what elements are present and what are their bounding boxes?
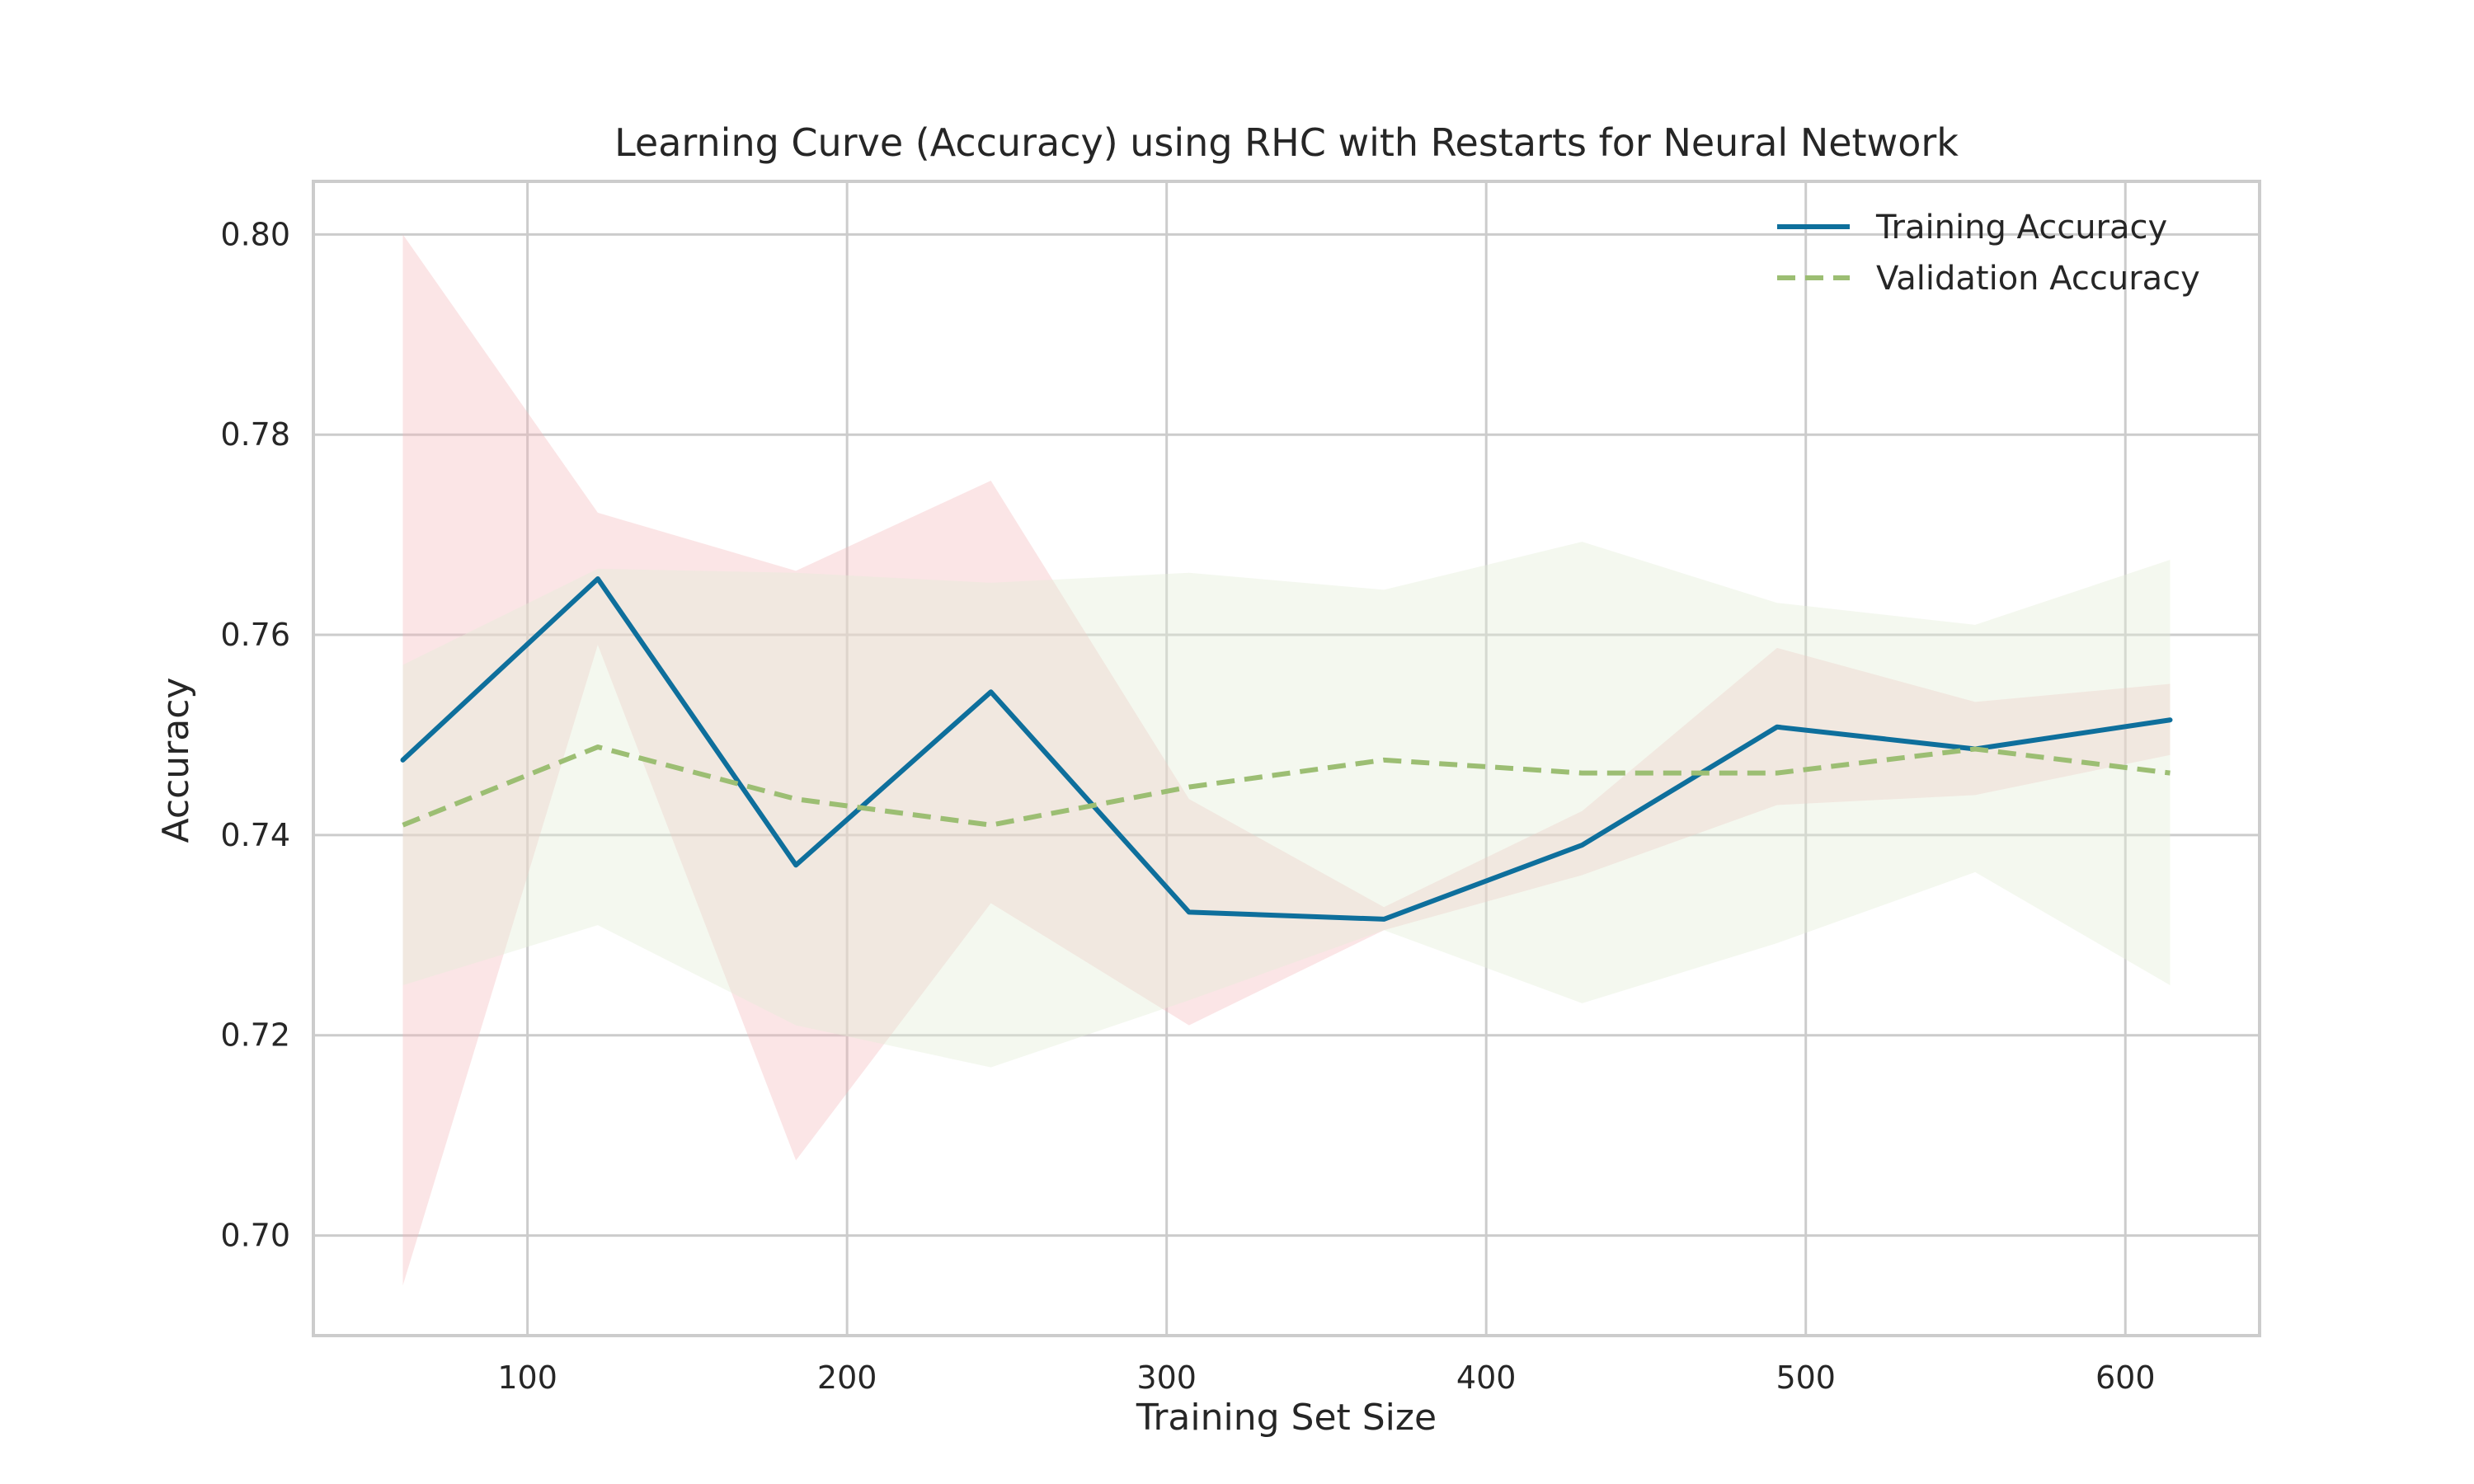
y-tick-label: 0.76 bbox=[220, 617, 290, 653]
series-line-validation bbox=[402, 744, 2171, 828]
legend: Training Accuracy Validation Accuracy bbox=[1777, 209, 2200, 298]
band-validation bbox=[402, 542, 2171, 1068]
y-tick-label: 0.72 bbox=[220, 1017, 290, 1054]
chart-title: Learning Curve (Accuracy) using RHC with… bbox=[614, 120, 1959, 165]
confidence-bands bbox=[402, 234, 2171, 1286]
x-tick-label: 200 bbox=[817, 1360, 877, 1396]
x-tick-label: 300 bbox=[1136, 1360, 1197, 1396]
legend-label-training: Training Accuracy bbox=[1875, 209, 2167, 247]
y-tick-label: 0.70 bbox=[220, 1218, 290, 1254]
y-tick-label: 0.74 bbox=[220, 817, 290, 853]
x-axis-label: Training Set Size bbox=[1136, 1397, 1437, 1439]
series-line-training bbox=[400, 576, 2173, 922]
y-tick-label: 0.78 bbox=[220, 416, 290, 453]
y-axis-label: Accuracy bbox=[155, 678, 197, 843]
x-tick-label: 100 bbox=[497, 1360, 557, 1396]
band-training bbox=[402, 234, 2171, 1286]
x-tick-label: 400 bbox=[1456, 1360, 1517, 1396]
y-tick-label: 0.80 bbox=[220, 216, 290, 252]
y-tick-labels: 0.70 0.72 0.74 0.76 0.78 0.80 bbox=[220, 216, 290, 1253]
grid-lines bbox=[313, 181, 2260, 1336]
series-lines bbox=[400, 576, 2173, 922]
x-tick-labels: 100 200 300 400 500 600 bbox=[497, 1360, 2155, 1396]
x-tick-label: 500 bbox=[1776, 1360, 1836, 1396]
x-tick-label: 600 bbox=[2095, 1360, 2156, 1396]
plot-frame bbox=[312, 180, 2261, 1337]
legend-label-validation: Validation Accuracy bbox=[1876, 260, 2200, 298]
